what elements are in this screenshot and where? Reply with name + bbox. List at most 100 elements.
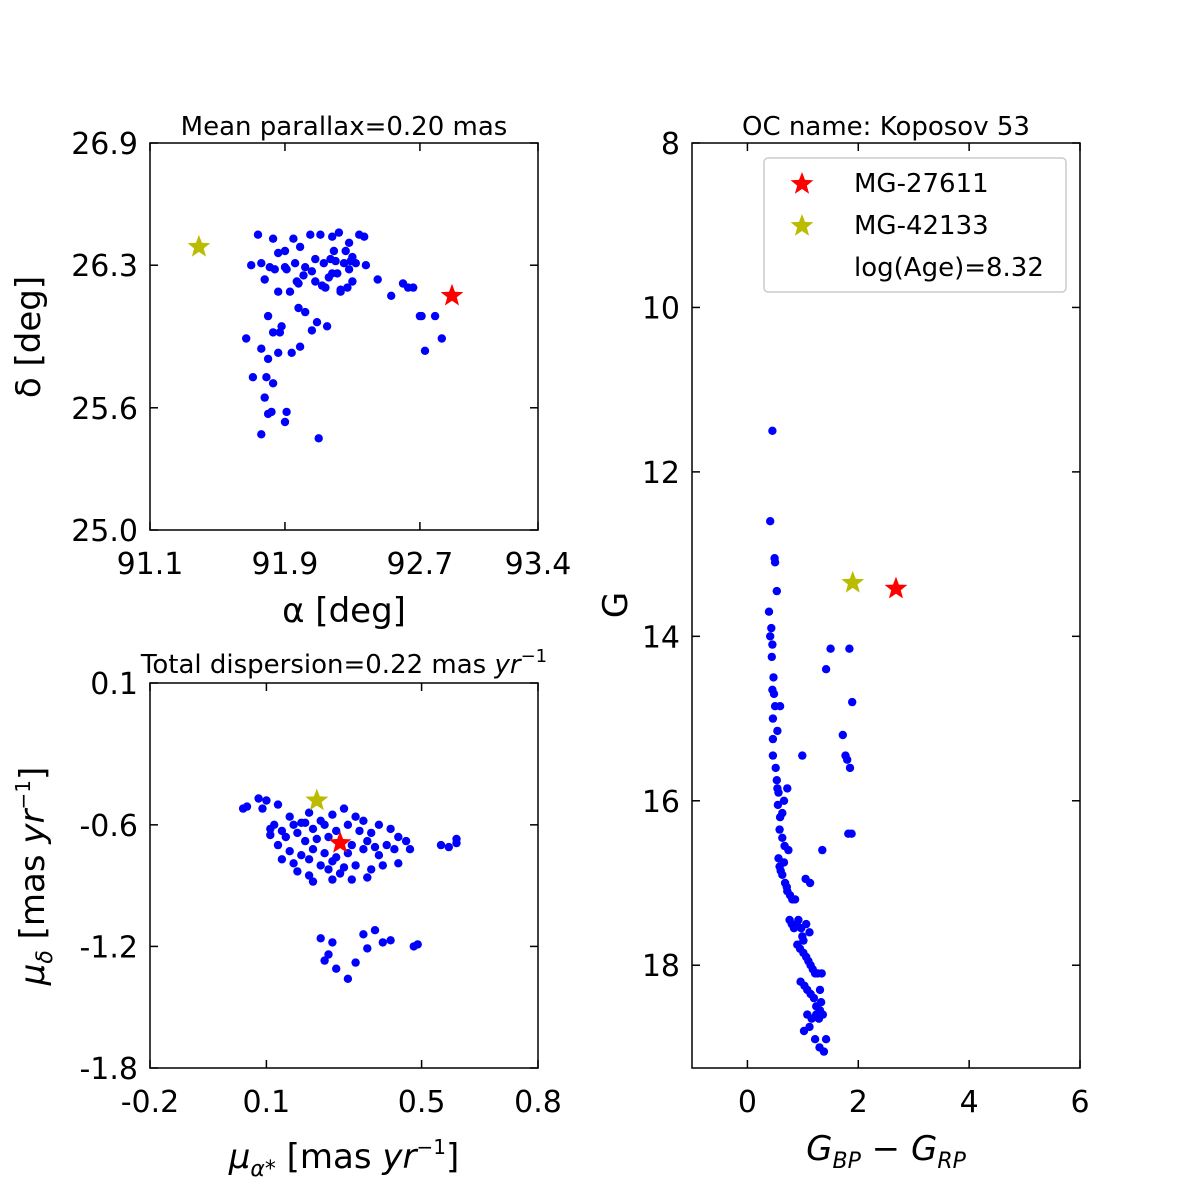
radec-member-point	[311, 254, 320, 264]
pm-member-point	[359, 845, 368, 854]
cmd-ytick-label: 8	[661, 127, 680, 162]
radec-member-point	[263, 409, 273, 419]
cmd-member-point	[810, 1035, 820, 1044]
pm-xtick-label: 0.8	[514, 1085, 562, 1120]
pm-member-point	[238, 804, 248, 813]
legend-label: MG-42133	[854, 211, 989, 241]
radec-member-point	[295, 342, 305, 351]
radec-member-point	[387, 291, 396, 300]
cmd-member-point	[805, 878, 815, 888]
cmd-member-point	[770, 558, 780, 567]
pm-member-point	[258, 804, 267, 813]
cmd-member-point	[848, 697, 857, 707]
cmd-member-point	[773, 800, 783, 810]
pm-member-point	[328, 857, 337, 866]
pm-member-point	[277, 826, 287, 836]
radec-member-point	[257, 259, 266, 268]
pm-ytick-label: -1.2	[79, 930, 138, 965]
cmd-member-point	[774, 788, 783, 797]
radec-member-point	[331, 256, 340, 266]
radec-member-point	[274, 248, 283, 258]
pm-member-point	[378, 938, 387, 947]
pm-member-point	[328, 938, 337, 947]
pm-star-mg-27611	[328, 831, 352, 853]
pm-member-point	[320, 956, 329, 965]
pm-member-point	[273, 800, 283, 809]
radec-member-point	[334, 228, 344, 237]
radec-member-point	[270, 265, 279, 274]
legend-star-mg-27611	[790, 172, 814, 194]
cmd-member-point	[769, 673, 778, 682]
radec-member-point	[263, 354, 273, 364]
cmd-member-point	[775, 702, 785, 711]
radec-member-point	[268, 379, 278, 388]
radec-member-point	[247, 261, 256, 270]
pm-member-point	[324, 865, 333, 874]
cmd-xtick-label: 4	[960, 1085, 979, 1120]
pm-member-point	[347, 840, 356, 850]
cmd-ylabel: G	[596, 592, 636, 618]
radec-member-point	[329, 246, 339, 256]
pm-member-point	[351, 861, 360, 870]
radec-member-point	[275, 328, 285, 337]
pm-frame	[149, 682, 539, 1069]
pm-member-point	[289, 820, 298, 829]
pm-member-point	[452, 834, 461, 844]
pm-member-point	[436, 840, 446, 850]
cmd-member-point	[845, 644, 854, 653]
pm-xtick-label: 0.1	[243, 1085, 291, 1120]
cmd-member-point	[843, 755, 852, 764]
pm-member-point	[293, 867, 302, 876]
radec-member-point	[361, 261, 371, 270]
radec-member-point	[344, 238, 354, 247]
radec-member-point	[257, 344, 266, 353]
cmd-member-point	[768, 734, 778, 744]
radec-member-point	[328, 232, 337, 241]
radec-member-point	[339, 259, 349, 268]
pm-member-point	[444, 842, 453, 852]
cmd-member-point	[778, 833, 787, 842]
radec-member-point	[314, 434, 323, 443]
cmd-member-point	[772, 586, 781, 596]
radec-member-point	[292, 277, 301, 286]
radec-member-point	[321, 283, 330, 292]
pm-member-point	[343, 974, 353, 983]
cmd-member-point	[826, 644, 835, 653]
radec-member-point	[336, 287, 345, 296]
pm-member-point	[332, 826, 341, 836]
cmd-member-point	[766, 517, 775, 526]
pm-member-point	[363, 944, 372, 953]
radec-member-point	[307, 267, 317, 276]
cmd-member-point	[767, 652, 776, 662]
pm-star-mg-42133	[305, 788, 329, 811]
radec-member-point	[306, 230, 315, 239]
pm-member-point	[351, 958, 360, 967]
pm-member-point	[347, 875, 356, 884]
radec-member-point	[430, 311, 440, 321]
cmd-ytick-label: 10	[642, 291, 680, 326]
pm-member-point	[273, 840, 283, 850]
legend-label: MG-27611	[854, 169, 989, 199]
radec-member-point	[360, 232, 369, 241]
pm-member-point	[328, 810, 337, 819]
radec-xlabel: α [deg]	[282, 591, 406, 631]
cmd-member-point	[802, 919, 811, 929]
pm-member-point	[339, 863, 349, 872]
cmd-member-point	[769, 689, 779, 699]
radec-member-point	[282, 265, 291, 274]
radec-member-point	[322, 322, 332, 331]
radec-star-mg-42133	[187, 234, 211, 257]
cmd-member-point	[805, 1022, 814, 1032]
radec-member-point	[343, 283, 352, 292]
pm-member-point	[285, 847, 294, 856]
pm-member-point	[370, 842, 380, 852]
pm-member-point	[289, 859, 298, 868]
pm-panel: Total dispersion=0.22 mas yr−1 μα* [mas …	[11, 646, 562, 1182]
pm-member-point	[359, 930, 368, 939]
radec-ytick-label: 25.6	[71, 392, 138, 427]
radec-frame	[149, 142, 539, 531]
radec-xtick-label: 91.1	[117, 547, 184, 582]
pm-member-point	[277, 855, 287, 864]
cmd-ytick-label: 12	[642, 456, 680, 491]
cmd-member-point	[768, 426, 777, 435]
